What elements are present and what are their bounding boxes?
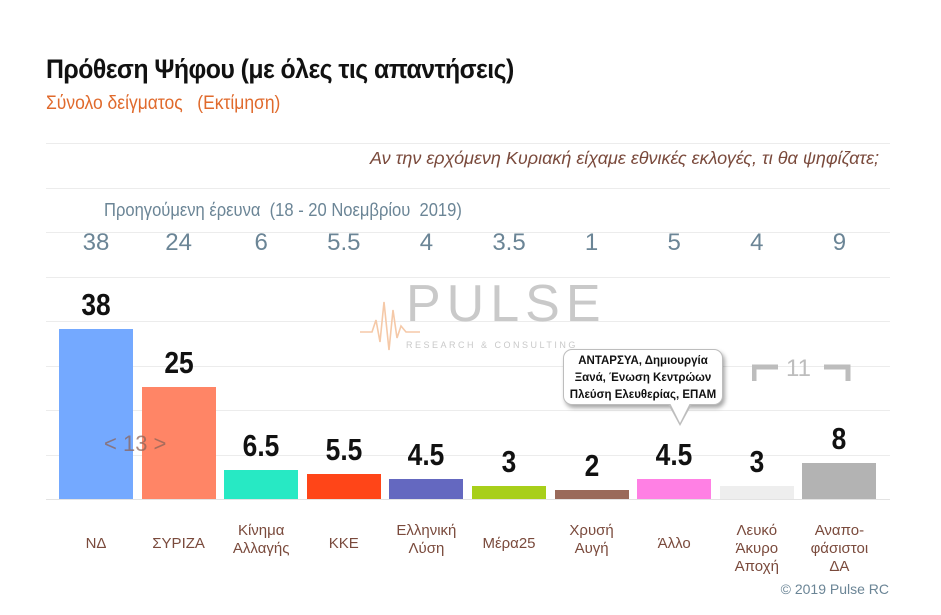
previous-value: 4 — [750, 229, 764, 256]
chart-subtitle: Σύνολο δείγματος (Εκτίμηση) — [46, 93, 281, 114]
gridline — [46, 321, 890, 322]
pulse-watermark: PULSE RESEARCH & CONSULTING — [360, 275, 601, 360]
category-label: Ελληνική Λύση — [381, 522, 471, 558]
bar-value-label: 3 — [501, 443, 517, 479]
category-label-line: Αποχή — [734, 558, 779, 575]
gridline — [46, 188, 890, 189]
bar-value-label: 25 — [163, 345, 194, 381]
survey-question: Αν την ερχόμενη Κυριακή είχαμε εθνικές ε… — [369, 148, 879, 168]
previous-value: 24 — [165, 229, 192, 256]
bar-value-label: 2 — [584, 448, 599, 484]
gridline — [46, 143, 890, 144]
previous-value: 5.5 — [327, 229, 361, 256]
category-label: Κίνημα Αλλαγής — [216, 522, 306, 558]
previous-value: 38 — [82, 229, 110, 256]
callout-line: Πλεύση Ελευθερίας, ΕΠΑΜ — [569, 389, 717, 401]
category-label-line: ΣΥΡΙΖΑ — [152, 535, 205, 552]
bar-value-label: 6.5 — [242, 427, 280, 463]
category-label-line: Αναπο- — [814, 522, 865, 539]
bar — [637, 478, 712, 499]
bar — [141, 387, 216, 499]
bar — [224, 469, 299, 499]
previous-value: 4 — [419, 229, 434, 256]
previous-value: 9 — [832, 229, 847, 256]
previous-value: 5 — [667, 229, 681, 256]
category-label-line: Αλλαγής — [232, 540, 290, 557]
category-label-line: Χρυσή — [569, 522, 614, 539]
category-label: Χρυσή Αυγή — [547, 522, 637, 558]
category-label-line: Άλλο — [657, 535, 691, 552]
bar-value-label: 4.5 — [655, 436, 693, 472]
gridline — [46, 232, 890, 233]
previous-value: 3.5 — [492, 229, 526, 256]
category-label: ΚΚΕ — [299, 535, 389, 553]
previous-value: 1 — [584, 229, 599, 256]
category-label: Αναπο-φάσιστοι ΔΑ — [794, 522, 884, 576]
callout-line: Ξανά, Ένωση Κεντρώων — [574, 372, 712, 384]
previous-value: 6 — [254, 229, 268, 256]
bar — [719, 485, 794, 499]
category-label: ΝΔ — [51, 535, 141, 553]
bar — [472, 485, 546, 499]
bar — [306, 474, 381, 499]
category-label-line: ΝΔ — [85, 535, 107, 552]
other-parties-callout: ΑΝΤΑΡΣΥΑ, Δημιουργία Ξανά, Ένωση Κεντρώω… — [563, 349, 723, 405]
category-label-line: Μέρα25 — [482, 535, 536, 552]
category-label-line: ΔΑ — [829, 558, 850, 575]
bracket-icon — [752, 364, 851, 381]
gridline — [46, 410, 890, 411]
gridline — [46, 455, 890, 456]
bar — [389, 478, 464, 499]
category-label-line: Ελληνική — [396, 522, 457, 539]
bar-value-label: 4.5 — [408, 436, 445, 472]
category-label-line: Λύση — [408, 540, 445, 557]
copyright: © 2019 Pulse RC — [780, 581, 889, 597]
bar-value-label: 5.5 — [325, 432, 363, 468]
watermark-tagline: RESEARCH & CONSULTING — [406, 340, 578, 350]
gridline — [46, 277, 890, 278]
callout-pointer-fill — [670, 403, 690, 423]
bar-value-label: 8 — [832, 421, 847, 457]
category-label-line: Αυγή — [574, 540, 609, 557]
category-label-line: Κίνημα — [237, 522, 285, 539]
bar — [554, 490, 629, 499]
bar-value-label: 3 — [749, 443, 765, 479]
chart-title: Πρόθεση Ψήφου (με όλες τις απαντήσεις) — [46, 54, 514, 84]
baseline — [46, 499, 890, 500]
watermark-brand: PULSE — [406, 275, 607, 333]
category-label: ΣΥΡΙΖΑ — [134, 535, 224, 553]
callout-line: ΑΝΤΑΡΣΥΑ, Δημιουργία — [578, 355, 708, 367]
gridline — [46, 366, 890, 367]
category-label-line: φάσιστοι — [810, 540, 869, 557]
category-label-line: ΚΚΕ — [328, 535, 359, 552]
category-label: Άλλο — [629, 535, 719, 553]
bar — [802, 463, 877, 499]
category-label-line: Λευκό — [736, 522, 778, 539]
category-label: Μέρα25 — [464, 535, 554, 553]
category-label-line: Άκυρο — [735, 540, 779, 557]
bar-value-label: 38 — [81, 287, 111, 323]
bar — [59, 329, 133, 499]
category-label: Λευκό Άκυρο Αποχή — [712, 522, 802, 576]
bracket-annotation: 11 — [752, 355, 852, 385]
previous-survey-label: Προηγούμενη έρευνα (18 - 20 Νοεμβρίου 20… — [104, 200, 462, 220]
bracket-value: 11 — [786, 355, 811, 382]
gap-annotation: < 13 > — [104, 431, 167, 456]
pulse-wave-icon — [360, 301, 420, 351]
